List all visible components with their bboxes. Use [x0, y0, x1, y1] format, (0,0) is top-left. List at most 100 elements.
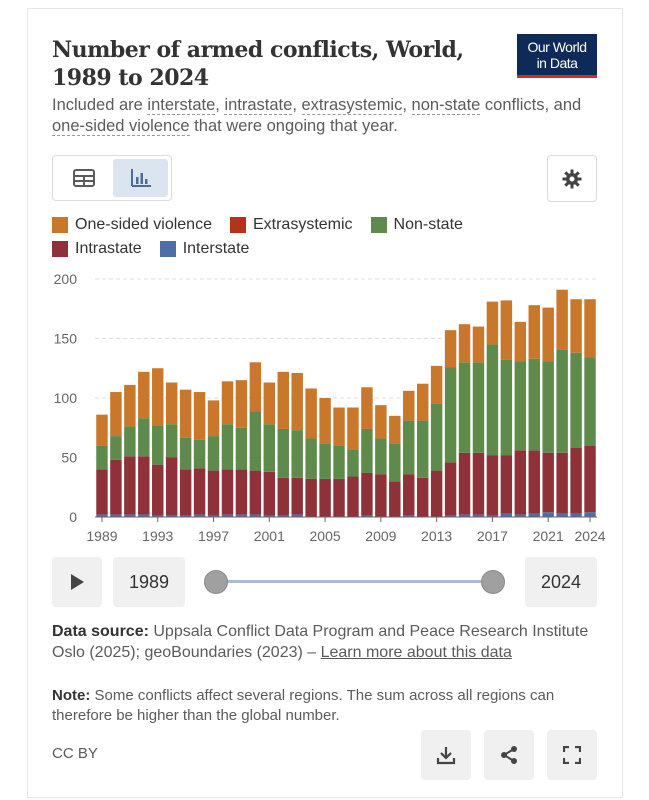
- share-button[interactable]: [484, 730, 534, 780]
- x-tick-label: 2009: [365, 528, 396, 544]
- legend-item-interstate[interactable]: Interstate: [159, 240, 249, 258]
- timeline-slider-track[interactable]: [216, 580, 492, 583]
- bar-segment-one-sided-violence: [291, 373, 303, 431]
- non-state-definition-link[interactable]: non-state: [411, 96, 481, 115]
- interstate-definition-link[interactable]: interstate: [147, 96, 216, 115]
- bar-segment-one-sided-violence: [263, 382, 276, 425]
- bar-segment-one-sided-violence: [249, 362, 262, 412]
- bar-segment-one-sided-violence: [221, 381, 234, 425]
- bar-segment-intrastate: [235, 469, 248, 515]
- bar-segment-one-sided-violence: [110, 392, 122, 437]
- bar-segment-one-sided-violence: [305, 388, 317, 439]
- bar-segment-non-state: [96, 445, 108, 470]
- bar-segment-non-state: [528, 358, 540, 451]
- bar-segment-non-state: [165, 424, 178, 458]
- bar-segment-non-state: [500, 359, 513, 456]
- bar-segment-intrastate: [96, 469, 108, 515]
- bar-segment-non-state: [333, 445, 345, 479]
- bar-segment-intrastate: [319, 478, 331, 517]
- bar-segment-non-state: [207, 436, 220, 471]
- fullscreen-button[interactable]: [547, 730, 597, 780]
- bar-segment-intrastate: [528, 450, 540, 514]
- bar-segment-intrastate: [570, 447, 582, 514]
- legend-item-one-sided-violence[interactable]: One-sided violence: [52, 216, 212, 234]
- legend-item-extrasystemic[interactable]: Extrasystemic: [229, 216, 353, 234]
- bar-segment-one-sided-violence: [124, 384, 136, 427]
- bar-segment-non-state: [179, 437, 192, 470]
- bar-segment-intrastate: [389, 481, 401, 517]
- legend-swatch: [52, 241, 68, 257]
- bar-segment-interstate: [403, 515, 415, 517]
- x-tick-label: 2017: [477, 528, 508, 544]
- x-tick-label: 2005: [310, 528, 341, 544]
- bar-segment-intrastate: [207, 470, 220, 516]
- bar-segment-interstate: [361, 515, 373, 517]
- legend-swatch: [370, 217, 387, 233]
- bar-segment-interstate: [124, 514, 136, 517]
- settings-button[interactable]: [547, 155, 597, 202]
- one-sided-violence-definition-link[interactable]: one-sided violence: [52, 117, 190, 136]
- bar-segment-one-sided-violence: [319, 398, 331, 444]
- legend-swatch: [52, 217, 68, 233]
- bar-segment-one-sided-violence: [333, 407, 345, 446]
- bar-segment-interstate: [110, 514, 122, 517]
- bar-segment-non-state: [193, 439, 206, 469]
- license-label[interactable]: CC BY: [52, 745, 98, 762]
- logo-line-1: Our World: [527, 39, 587, 55]
- source-label: Data source:: [52, 623, 149, 640]
- legend-label: Intrastate: [75, 240, 142, 257]
- bar-segment-non-state: [347, 449, 359, 477]
- bar-segment-intrastate: [291, 477, 303, 515]
- view-toggle: [52, 155, 172, 201]
- bar-segment-non-state: [416, 420, 429, 478]
- bar-segment-interstate: [584, 512, 596, 517]
- bar-segment-non-state: [305, 438, 317, 479]
- y-tick-label: 100: [54, 390, 78, 406]
- end-slider-handle[interactable]: [481, 570, 505, 594]
- bar-segment-non-state: [110, 436, 122, 460]
- start-slider-handle[interactable]: [204, 570, 228, 594]
- owid-logo[interactable]: Our World in Data: [517, 34, 597, 78]
- bar-segment-interstate: [556, 513, 568, 517]
- y-tick-label: 0: [69, 509, 77, 525]
- play-button[interactable]: [52, 557, 102, 607]
- bar-segment-interstate: [542, 512, 554, 517]
- bar-segment-interstate: [207, 515, 220, 517]
- bar-segment-one-sided-violence: [96, 414, 108, 446]
- bar-segment-interstate: [486, 515, 499, 517]
- bar-segment-intrastate: [361, 472, 373, 516]
- extrasystemic-definition-link[interactable]: extrasystemic: [301, 96, 403, 115]
- bar-segment-one-sided-violence: [152, 368, 164, 426]
- bar-segment-intrastate: [333, 478, 345, 517]
- bar-segment-interstate: [570, 513, 582, 517]
- table-view-button[interactable]: [56, 159, 111, 197]
- bar-segment-intrastate: [221, 469, 234, 515]
- download-button[interactable]: [421, 730, 471, 780]
- chart-view-button[interactable]: [113, 159, 168, 197]
- bar-segment-one-sided-violence: [500, 300, 513, 360]
- bar-segment-interstate: [277, 515, 289, 517]
- bar-segment-non-state: [138, 418, 150, 457]
- bar-segment-intrastate: [486, 455, 499, 516]
- bar-segment-one-sided-violence: [361, 387, 373, 429]
- bar-segment-non-state: [319, 443, 331, 479]
- subtitle-text: conflicts, and: [480, 96, 582, 114]
- chart-note: Note: Some conflicts affect several regi…: [52, 686, 592, 726]
- intrastate-definition-link[interactable]: intrastate: [224, 96, 293, 115]
- learn-more-link[interactable]: Learn more about this data: [320, 644, 512, 661]
- legend-item-non-state[interactable]: Non-state: [370, 216, 463, 234]
- note-label: Note:: [52, 687, 91, 704]
- bar-segment-intrastate: [249, 470, 262, 515]
- bar-segment-non-state: [235, 427, 248, 470]
- bar-segment-non-state: [375, 438, 387, 475]
- bar-segment-intrastate: [403, 474, 415, 516]
- end-year-box[interactable]: 2024: [525, 557, 597, 607]
- bar-segment-non-state: [389, 443, 401, 482]
- x-tick-label: 2024: [574, 528, 605, 544]
- bar-segment-non-state: [514, 361, 527, 451]
- legend-item-intrastate[interactable]: Intrastate: [52, 240, 142, 258]
- start-year-box[interactable]: 1989: [113, 557, 185, 607]
- subtitle-sep: ,: [215, 96, 225, 114]
- subtitle-text: Included are: [52, 96, 148, 114]
- bar-segment-intrastate: [542, 452, 554, 513]
